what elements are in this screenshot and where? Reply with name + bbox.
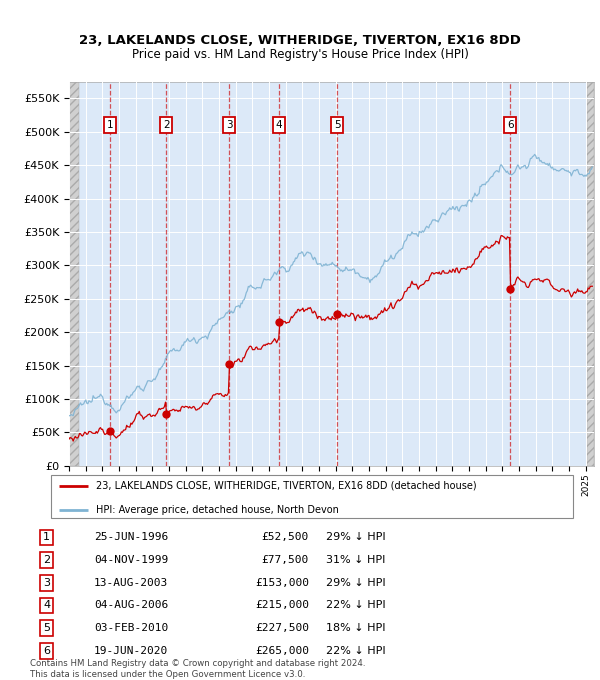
Text: 4: 4	[43, 600, 50, 611]
Text: Price paid vs. HM Land Registry's House Price Index (HPI): Price paid vs. HM Land Registry's House …	[131, 48, 469, 61]
Text: 23, LAKELANDS CLOSE, WITHERIDGE, TIVERTON, EX16 8DD: 23, LAKELANDS CLOSE, WITHERIDGE, TIVERTO…	[79, 34, 521, 48]
Text: 6: 6	[43, 646, 50, 656]
Text: 22% ↓ HPI: 22% ↓ HPI	[326, 646, 385, 656]
Text: 3: 3	[43, 578, 50, 588]
Text: 23, LAKELANDS CLOSE, WITHERIDGE, TIVERTON, EX16 8DD (detached house): 23, LAKELANDS CLOSE, WITHERIDGE, TIVERTO…	[95, 481, 476, 491]
Text: 6: 6	[507, 120, 514, 130]
Text: 31% ↓ HPI: 31% ↓ HPI	[326, 555, 385, 565]
Text: £215,000: £215,000	[255, 600, 309, 611]
Text: 04-AUG-2006: 04-AUG-2006	[94, 600, 169, 611]
Text: 25-JUN-1996: 25-JUN-1996	[94, 532, 169, 543]
Text: 18% ↓ HPI: 18% ↓ HPI	[326, 623, 385, 633]
Text: 5: 5	[334, 120, 340, 130]
Text: 1: 1	[43, 532, 50, 543]
Text: 13-AUG-2003: 13-AUG-2003	[94, 578, 169, 588]
Text: 4: 4	[275, 120, 282, 130]
Bar	[587, 82, 594, 466]
Text: £77,500: £77,500	[262, 555, 309, 565]
Text: 2: 2	[43, 555, 50, 565]
Text: Contains HM Land Registry data © Crown copyright and database right 2024.
This d: Contains HM Land Registry data © Crown c…	[30, 659, 365, 679]
Text: HPI: Average price, detached house, North Devon: HPI: Average price, detached house, Nort…	[95, 505, 338, 515]
Text: 29% ↓ HPI: 29% ↓ HPI	[326, 578, 385, 588]
Text: 2: 2	[163, 120, 170, 130]
Text: 5: 5	[43, 623, 50, 633]
Text: £227,500: £227,500	[255, 623, 309, 633]
Text: 22% ↓ HPI: 22% ↓ HPI	[326, 600, 385, 611]
Bar	[69, 82, 79, 466]
Text: 19-JUN-2020: 19-JUN-2020	[94, 646, 169, 656]
Text: 04-NOV-1999: 04-NOV-1999	[94, 555, 169, 565]
Text: 1: 1	[107, 120, 113, 130]
Text: £265,000: £265,000	[255, 646, 309, 656]
Text: 3: 3	[226, 120, 233, 130]
FancyBboxPatch shape	[50, 475, 574, 518]
Text: £153,000: £153,000	[255, 578, 309, 588]
Text: 03-FEB-2010: 03-FEB-2010	[94, 623, 169, 633]
Text: 29% ↓ HPI: 29% ↓ HPI	[326, 532, 385, 543]
Text: £52,500: £52,500	[262, 532, 309, 543]
